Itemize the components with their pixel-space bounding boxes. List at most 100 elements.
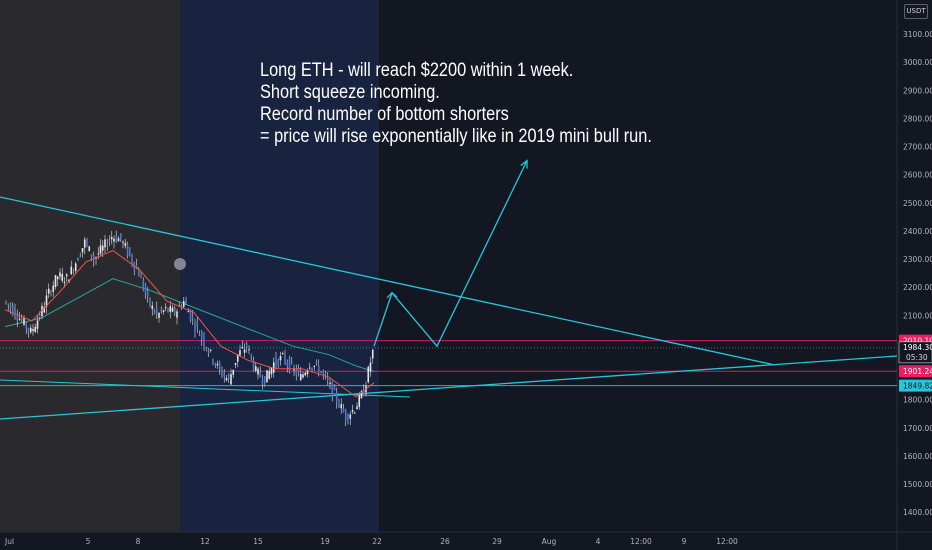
candle-body <box>155 307 158 314</box>
candle-body <box>315 362 318 364</box>
candle-body <box>162 310 165 312</box>
candle-body <box>344 409 347 421</box>
candle-body <box>149 297 151 306</box>
y-axis-tick-label: 2700.00 <box>903 143 932 152</box>
highlighted-region <box>180 0 379 532</box>
last-price-badge <box>898 341 932 364</box>
candle-body <box>221 371 223 377</box>
candle-body <box>173 307 176 315</box>
price-level-badge <box>899 379 932 392</box>
candle-body <box>347 414 349 421</box>
x-axis-tick-label: 19 <box>320 537 330 546</box>
candle-body <box>288 358 291 372</box>
candle-body <box>261 379 264 384</box>
candle-body <box>191 316 194 320</box>
projection-path <box>373 160 528 348</box>
y-axis-tick-label: 2100.00 <box>903 311 932 320</box>
candle-body <box>320 371 322 373</box>
candle-body <box>34 326 37 333</box>
y-axis-tick-label: 1800.00 <box>903 396 932 405</box>
candle-body <box>263 376 266 386</box>
candle-body <box>32 329 34 332</box>
support-trendline <box>0 379 411 398</box>
candle-body <box>230 374 232 385</box>
y-axis-tick-label: 2800.00 <box>903 114 932 123</box>
candle-body <box>317 365 320 373</box>
y-axis-tick-label: 1500.00 <box>903 480 932 489</box>
candle-body <box>104 239 106 248</box>
candle-body <box>304 372 307 376</box>
candle-body <box>27 328 30 332</box>
candle-body <box>198 334 201 336</box>
candle-body <box>236 354 239 362</box>
y-axis-tick-label: 3100.00 <box>903 30 932 39</box>
candle-body <box>115 235 118 242</box>
candle-body <box>117 238 120 242</box>
trade-idea-annotation: Long ETH - will reach $2200 within 1 wee… <box>260 60 652 148</box>
candle-body <box>182 300 185 307</box>
candle-body <box>331 381 334 397</box>
candle-body <box>306 370 309 375</box>
candle-body <box>122 241 124 243</box>
x-axis-tick-label: 12:00 <box>716 537 738 546</box>
x-axis-tick-label: 29 <box>492 537 502 546</box>
candle-body <box>349 414 352 419</box>
candle-body <box>234 363 237 365</box>
candle-body <box>257 368 259 375</box>
y-axis-tick-label: 1400.00 <box>903 508 932 517</box>
descending-trendline <box>0 196 776 366</box>
cursor-marker <box>174 258 186 270</box>
candle-body <box>284 355 286 363</box>
annotation-line-4: = price will rise exponentially like in … <box>260 126 652 147</box>
candle-body <box>14 307 16 317</box>
candle-body <box>140 277 142 279</box>
candle-body <box>322 370 325 375</box>
candle-body <box>369 362 372 372</box>
candle-body <box>9 304 12 309</box>
price-axis-panel <box>897 0 932 550</box>
candle-body <box>146 289 149 297</box>
candle-body <box>113 238 115 242</box>
candle-body <box>200 332 203 340</box>
candle-body <box>272 362 275 373</box>
candle-body <box>169 306 172 312</box>
candle-body <box>218 362 221 370</box>
candle-body <box>225 377 228 381</box>
candle-body <box>63 281 66 283</box>
candle-body <box>79 255 82 257</box>
candle-body <box>275 358 277 364</box>
candle-body <box>7 303 10 306</box>
projection-arrowhead <box>520 159 528 169</box>
candle-body <box>286 361 289 366</box>
candle-body <box>250 354 253 358</box>
candle-body <box>353 412 356 414</box>
candle-body <box>297 369 300 373</box>
x-axis-tick-label: 15 <box>253 537 263 546</box>
candle-body <box>207 351 210 354</box>
candle-body <box>144 284 147 295</box>
candle-body <box>203 336 205 347</box>
candle-body <box>47 288 50 294</box>
candle-body <box>54 275 57 287</box>
candle-body <box>196 321 199 327</box>
candle-body <box>358 394 361 407</box>
candle-body <box>106 245 109 247</box>
currency-label[interactable]: USDT <box>904 4 928 19</box>
moving-average-green <box>4 278 375 373</box>
candle-body <box>299 373 302 381</box>
candle-body <box>239 350 241 356</box>
shaded-region-left <box>0 0 180 532</box>
candle-body <box>279 355 282 361</box>
candle-body <box>99 245 102 254</box>
x-axis-tick-label: 26 <box>440 537 450 546</box>
candle-body <box>290 362 293 364</box>
candle-body <box>277 359 280 366</box>
candle-body <box>295 370 298 376</box>
candle-body <box>227 374 230 378</box>
candle-body <box>214 363 217 366</box>
x-axis-tick-label: Aug <box>542 537 557 546</box>
candle-body <box>108 240 111 242</box>
candle-body <box>254 366 257 371</box>
candle-body <box>126 244 129 256</box>
